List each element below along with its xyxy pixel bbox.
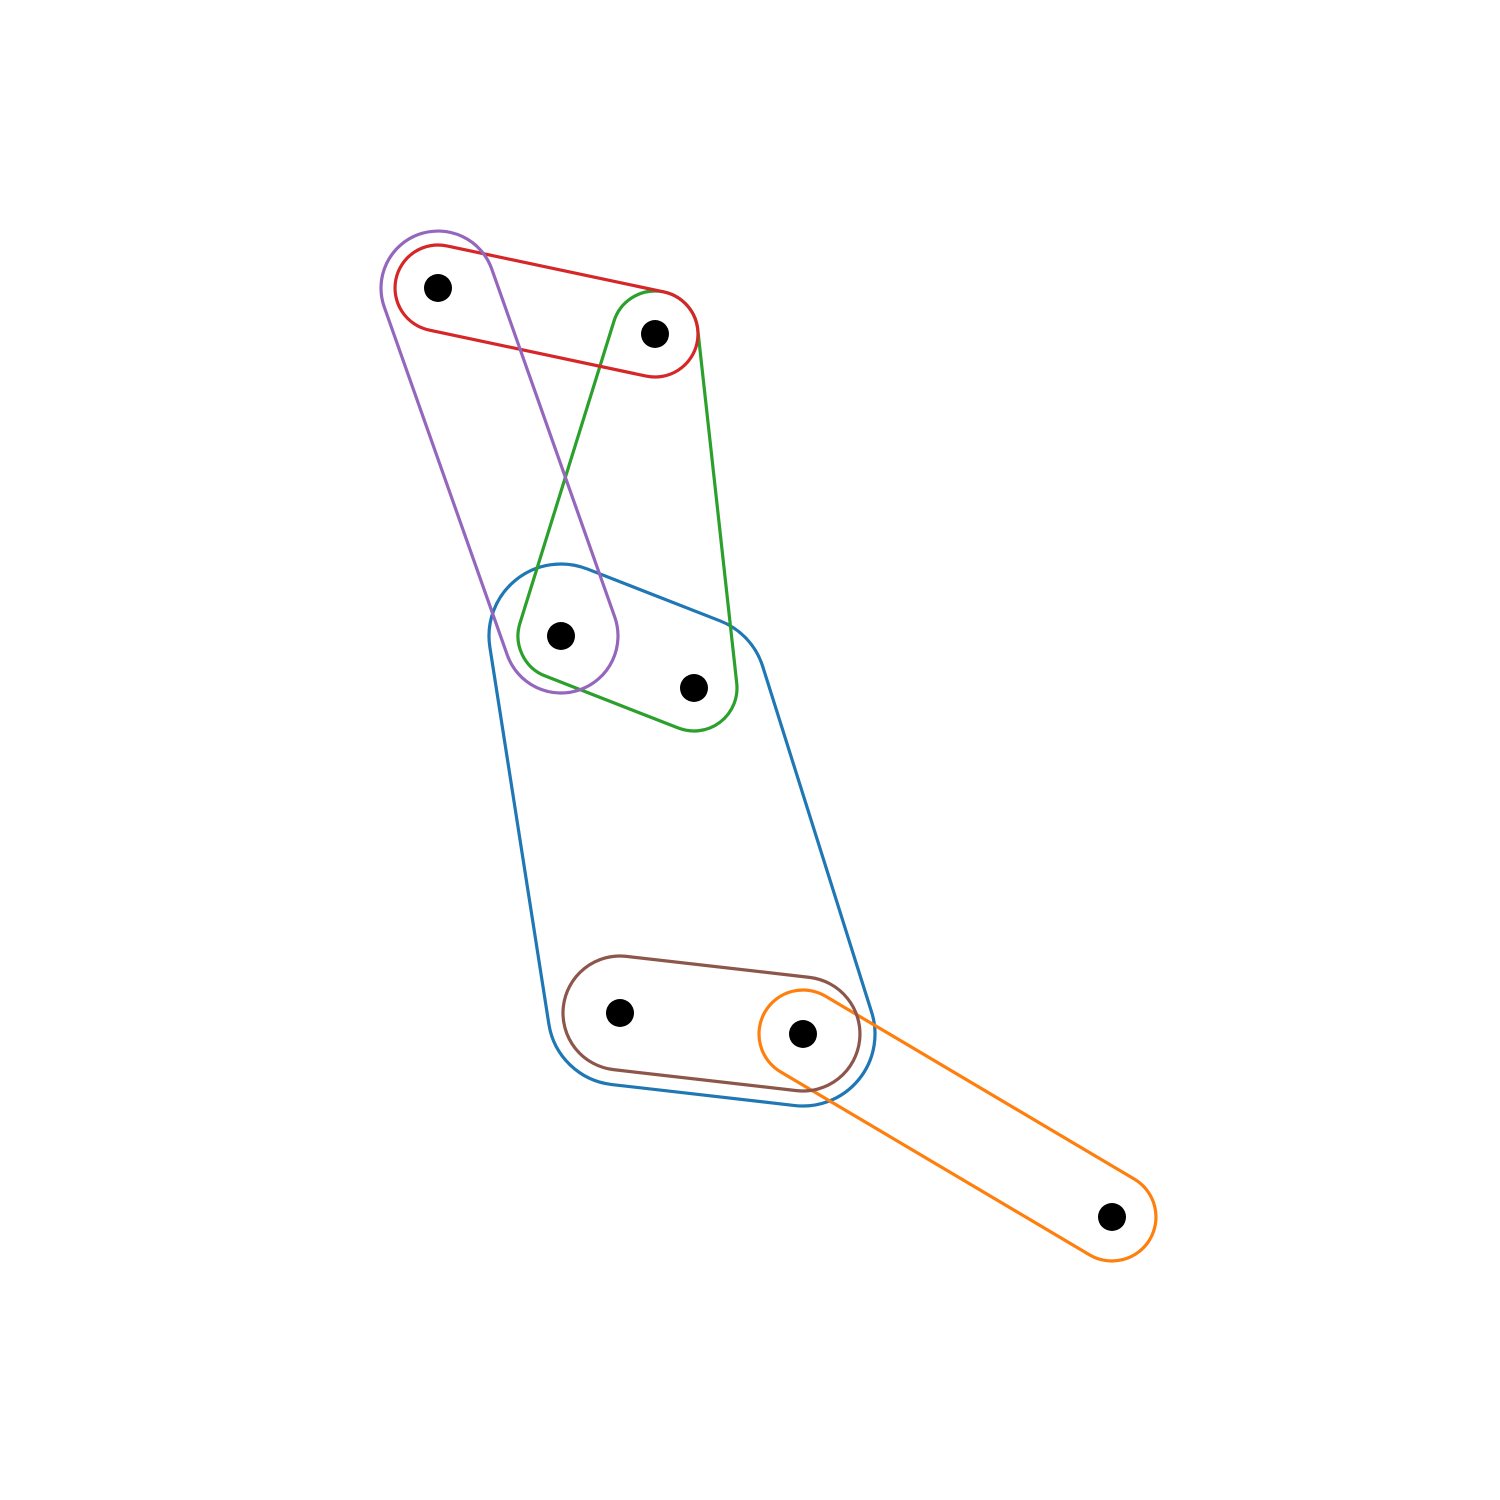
node-n7 bbox=[1098, 1203, 1126, 1231]
hyperedge-layer bbox=[379, 229, 1158, 1263]
node-n3 bbox=[547, 622, 575, 650]
node-layer bbox=[424, 274, 1126, 1231]
node-n1 bbox=[424, 274, 452, 302]
hyperedge-orange bbox=[757, 988, 1158, 1263]
node-n2 bbox=[641, 320, 669, 348]
hyperedge-green bbox=[516, 289, 739, 733]
node-n6 bbox=[789, 1020, 817, 1048]
hyperedge-blue bbox=[487, 562, 877, 1108]
hyperedge-purple bbox=[379, 229, 620, 695]
hyperedge-red bbox=[393, 243, 700, 379]
node-n5 bbox=[606, 999, 634, 1027]
node-n4 bbox=[680, 674, 708, 702]
hyperedge-brown bbox=[561, 954, 862, 1093]
